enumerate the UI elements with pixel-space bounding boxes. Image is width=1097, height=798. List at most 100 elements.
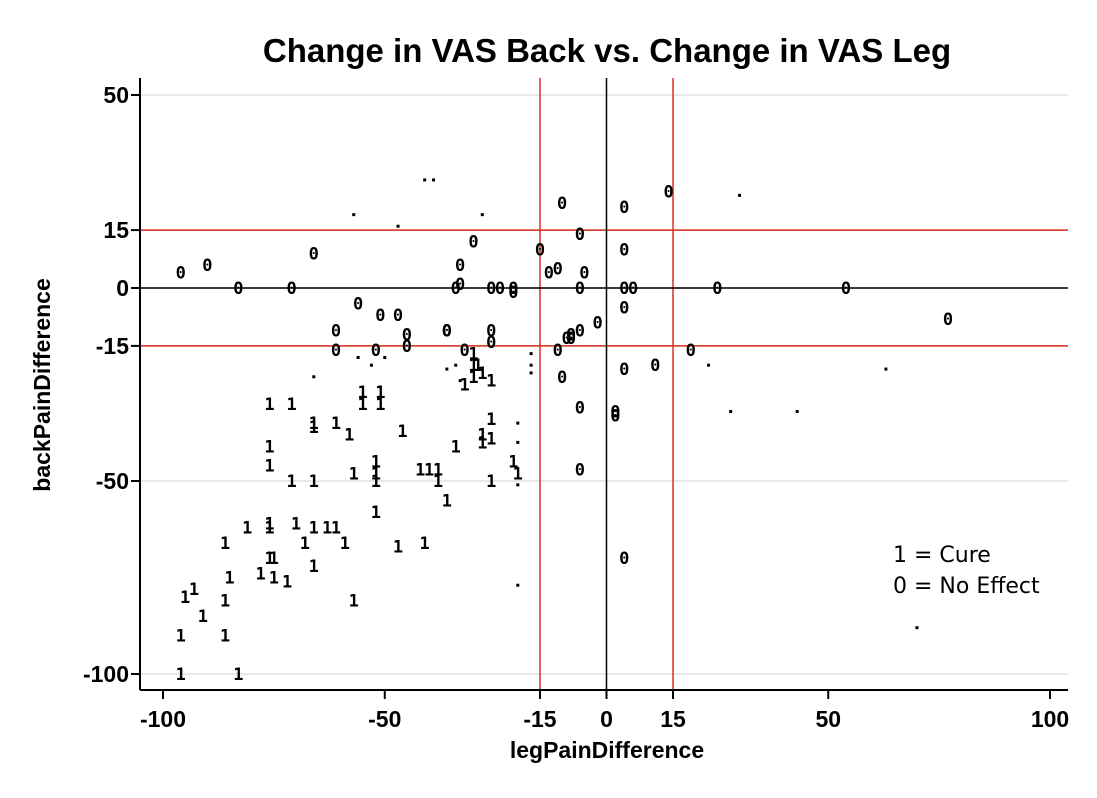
data-point-cure: 1 — [309, 518, 319, 538]
data-point-cure: 1 — [220, 534, 230, 554]
data-point-cure: 1 — [291, 514, 301, 534]
data-point-cure: 1 — [189, 580, 199, 600]
data-point-dot — [383, 355, 387, 359]
data-point-no-effect: 0 — [202, 256, 212, 276]
data-point-cure: 1 — [477, 433, 487, 453]
data-point-cure: 1 — [393, 538, 403, 558]
data-point-no-effect: 0 — [593, 314, 603, 334]
data-point-cure: 1 — [264, 518, 274, 538]
data-point-cure: 1 — [477, 426, 487, 446]
legend-entry-no-effect: 0 = No Effect — [893, 574, 1040, 599]
x-tick-label: 100 — [1031, 706, 1069, 732]
data-point-dot — [529, 352, 533, 356]
data-point-no-effect: 0 — [486, 333, 496, 353]
data-point-no-effect: 0 — [544, 264, 554, 284]
data-point-cure: 1 — [269, 549, 279, 569]
data-point-no-effect: 0 — [619, 360, 629, 380]
data-point-no-effect: 0 — [402, 337, 412, 357]
data-point-no-effect: 0 — [619, 279, 629, 299]
data-point-no-effect: 0 — [575, 460, 585, 480]
x-tick-label: -50 — [368, 706, 401, 732]
data-point-cure: 1 — [220, 592, 230, 612]
data-point-dot — [884, 367, 888, 371]
data-point-cure: 1 — [486, 430, 496, 450]
data-point-no-effect: 0 — [650, 356, 660, 376]
x-tick-label: 50 — [815, 706, 841, 732]
data-point-cure: 1 — [264, 457, 274, 477]
data-point-no-effect: 0 — [628, 279, 638, 299]
data-point-no-effect: 0 — [841, 279, 851, 299]
x-axis-title: legPainDifference — [510, 737, 704, 763]
data-point-dot — [729, 410, 733, 414]
data-point-cure: 1 — [508, 453, 518, 473]
data-point-dot — [458, 379, 462, 383]
data-point-cure: 1 — [371, 464, 381, 484]
data-point-cure: 1 — [433, 472, 443, 492]
data-point-dot — [516, 440, 520, 444]
data-point-no-effect: 0 — [535, 240, 545, 260]
data-point-no-effect: 0 — [353, 294, 363, 314]
data-point-cure: 1 — [322, 518, 332, 538]
axes — [139, 78, 1068, 691]
data-point-cure: 1 — [357, 383, 367, 403]
data-point-dot — [445, 367, 449, 371]
data-point-cure: 1 — [371, 453, 381, 473]
data-point-no-effect: 0 — [442, 321, 452, 341]
data-point-cure: 1 — [176, 626, 186, 646]
data-point-cure: 1 — [473, 356, 483, 376]
y-axis-title: backPainDifference — [29, 278, 55, 491]
data-point-dot — [738, 193, 742, 197]
data-point-no-effect: 0 — [557, 368, 567, 388]
data-point-cure: 1 — [264, 395, 274, 415]
data-point-no-effect: 0 — [486, 279, 496, 299]
chart-title: Change in VAS Back vs. Change in VAS Leg — [263, 32, 951, 69]
data-point-cure: 1 — [180, 588, 190, 608]
data-point-dot — [423, 178, 427, 182]
data-point-no-effect: 0 — [233, 279, 243, 299]
data-point-cure: 1 — [371, 503, 381, 523]
data-point-no-effect: 0 — [486, 321, 496, 341]
data-point-dot — [516, 583, 520, 587]
data-point-dot — [529, 371, 533, 375]
data-point-cure: 1 — [424, 460, 434, 480]
x-tick-label: 15 — [660, 706, 686, 732]
data-point-dot — [795, 410, 799, 414]
data-point-no-effect: 0 — [575, 399, 585, 419]
data-point-dot — [480, 213, 484, 217]
data-point-cure: 1 — [349, 592, 359, 612]
data-point-cure: 1 — [468, 356, 478, 376]
data-point-no-effect: 0 — [943, 310, 953, 330]
data-point-cure: 1 — [459, 376, 469, 396]
data-point-cure: 1 — [415, 460, 425, 480]
data-point-cure: 1 — [282, 572, 292, 592]
data-point-cure: 1 — [264, 549, 274, 569]
y-tick-label: -50 — [96, 468, 129, 494]
y-tick-label: 50 — [103, 82, 129, 108]
data-point-cure: 1 — [264, 514, 274, 534]
data-point-cure: 1 — [255, 565, 265, 585]
data-point-no-effect: 0 — [561, 329, 571, 349]
data-point-cure: 1 — [269, 569, 279, 589]
data-point-dot — [432, 178, 436, 182]
data-point-cure: 1 — [344, 426, 354, 446]
data-point-cure: 1 — [331, 518, 341, 538]
data-point-no-effect: 0 — [455, 256, 465, 276]
data-point-no-effect: 0 — [402, 325, 412, 345]
data-point-cure: 1 — [486, 410, 496, 430]
x-tick-label: -15 — [523, 706, 556, 732]
data-point-cure: 1 — [468, 368, 478, 388]
data-point-cure: 1 — [420, 534, 430, 554]
data-point-no-effect: 0 — [286, 279, 296, 299]
data-point-cure: 1 — [176, 665, 186, 685]
data-point-no-effect: 0 — [686, 341, 696, 361]
data-point-cure: 1 — [397, 422, 407, 442]
data-point-cure: 1 — [486, 472, 496, 492]
data-point-cure: 1 — [286, 395, 296, 415]
data-point-cure: 1 — [331, 414, 341, 434]
data-point-cure: 1 — [486, 372, 496, 392]
data-point-cure: 1 — [340, 534, 350, 554]
data-point-no-effect: 0 — [712, 279, 722, 299]
data-point-no-effect: 0 — [508, 283, 518, 303]
data-point-cure: 1 — [371, 472, 381, 492]
